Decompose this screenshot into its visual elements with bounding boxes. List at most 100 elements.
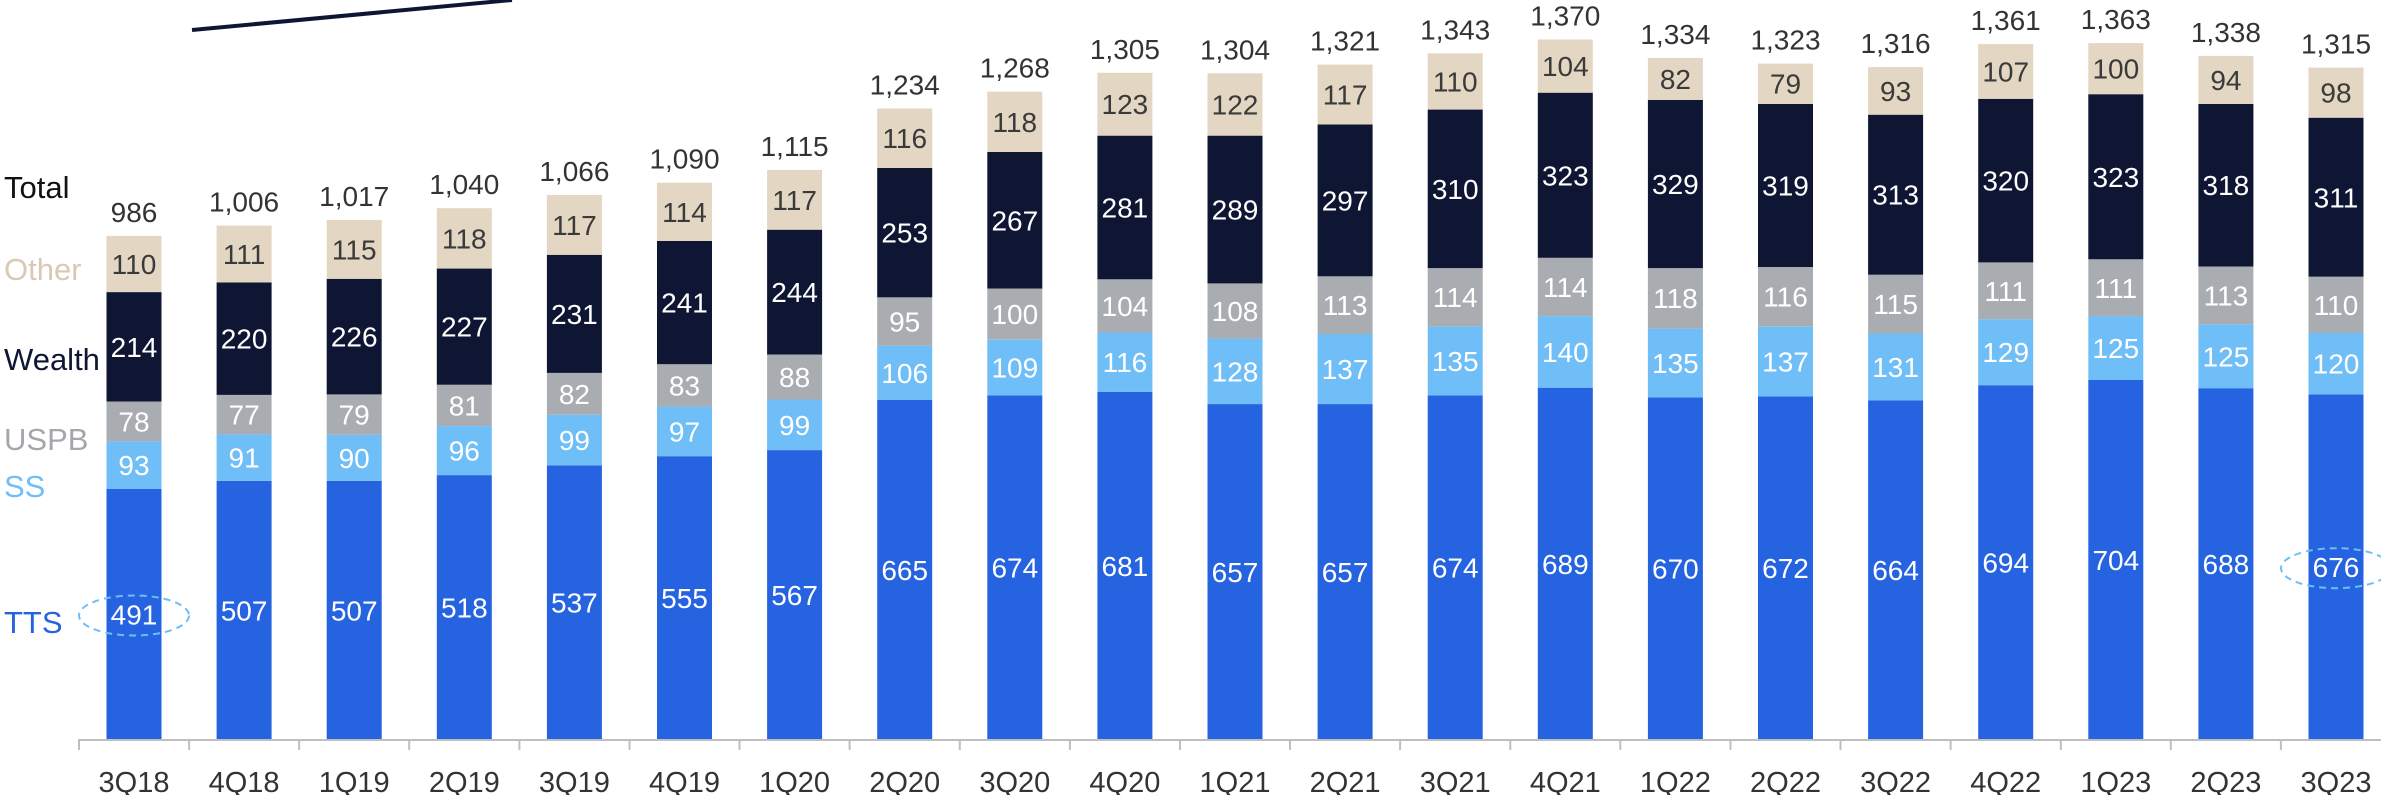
legend-tts-label: TTS [4,605,63,641]
x-tick-label-1q22: 1Q22 [1640,767,1711,795]
x-tick-label-1q21: 1Q21 [1200,767,1271,795]
data-label-tts-4q19: 555 [661,583,708,614]
data-label-uspb-2q19: 81 [449,390,480,421]
x-tick-label-2q22: 2Q22 [1750,767,1821,795]
data-label-other-3q19: 117 [552,210,597,241]
data-label-wealth-1q23: 323 [2092,162,2139,193]
data-label-ss-4q22: 129 [1982,337,2029,368]
total-label-3q21: 1,343 [1420,14,1490,45]
data-label-other-3q22: 93 [1880,76,1911,107]
data-label-tts-3q20: 674 [991,553,1038,584]
total-label-2q20: 1,234 [870,70,940,101]
data-label-ss-3q19: 99 [559,425,590,456]
total-label-1q21: 1,304 [1200,34,1270,65]
data-label-tts-2q20: 665 [881,555,928,586]
bars-layer: 491 93 78 214 110 986 507 91 77 220 111 1,006 507 90 7… [79,1,2381,741]
data-label-wealth-4q18: 220 [221,324,268,355]
data-label-ss-2q19: 96 [449,436,480,467]
data-label-other-2q23: 94 [2210,65,2241,96]
data-label-other-3q21: 110 [1433,66,1478,97]
data-label-wealth-3q22: 313 [1872,180,1919,211]
data-label-wealth-1q20: 244 [771,277,818,308]
total-label-4q21: 1,370 [1530,1,1600,32]
x-tick-label-3q22: 3Q22 [1860,767,1931,795]
data-label-tts-4q18: 507 [221,595,268,626]
data-label-wealth-3q21: 310 [1432,174,1479,205]
total-label-4q19: 1,090 [649,144,719,175]
x-tick-label-3q23: 3Q23 [2301,767,2372,795]
data-label-tts-4q22: 694 [1982,548,2029,579]
data-label-uspb-1q20: 88 [779,362,810,393]
data-label-uspb-4q20: 104 [1102,291,1149,322]
data-label-tts-3q22: 664 [1872,555,1919,586]
data-label-uspb-1q23: 111 [2095,273,2138,304]
data-label-other-1q21: 122 [1212,90,1259,121]
data-label-uspb-4q19: 83 [669,370,700,401]
total-label-1q23: 1,363 [2081,4,2151,35]
total-label-4q20: 1,305 [1090,34,1160,65]
x-tick-label-2q23: 2Q23 [2190,767,2261,795]
data-label-ss-3q22: 131 [1872,352,1919,383]
legend-other-label: Other [4,252,82,288]
data-label-other-4q20: 123 [1102,89,1149,120]
x-tick-label-4q19: 4Q19 [649,767,720,795]
total-label-1q22: 1,334 [1640,19,1710,50]
data-label-ss-2q20: 106 [881,358,928,389]
data-label-other-3q20: 118 [992,107,1037,138]
data-label-other-3q23: 98 [2320,78,2351,109]
data-label-tts-2q19: 518 [441,593,488,624]
data-label-wealth-2q22: 319 [1762,171,1809,202]
data-label-other-4q21: 104 [1542,51,1589,82]
x-tick-label-3q18: 3Q18 [99,767,170,795]
total-label-4q22: 1,361 [1971,5,2041,36]
data-label-other-4q22: 107 [1982,57,2029,88]
data-label-uspb-3q19: 82 [559,379,590,410]
total-label-4q18: 1,006 [209,187,279,218]
data-label-tts-3q18: 491 [111,600,158,631]
x-tick-label-3q20: 3Q20 [979,767,1050,795]
data-label-uspb-3q23: 110 [2314,290,2359,321]
data-label-uspb-2q21: 113 [1323,290,1368,321]
data-label-other-2q21: 117 [1323,80,1368,111]
data-label-wealth-1q19: 226 [331,322,378,353]
data-label-uspb-1q19: 79 [339,400,370,431]
data-label-ss-3q20: 109 [991,353,1038,384]
data-label-other-2q19: 118 [442,223,487,254]
data-label-tts-1q22: 670 [1652,554,1699,585]
data-label-tts-1q21: 657 [1212,557,1259,588]
decorative-header-line [192,0,512,30]
data-label-wealth-4q21: 323 [1542,160,1589,191]
legend-ss-label: SS [4,469,45,505]
data-label-uspb-2q22: 116 [1763,282,1808,313]
data-label-tts-2q21: 657 [1322,557,1369,588]
data-label-ss-4q18: 91 [229,443,260,474]
data-label-tts-1q19: 507 [331,595,378,626]
total-label-3q19: 1,066 [539,156,609,187]
data-label-uspb-2q20: 95 [889,307,920,338]
data-label-ss-1q22: 135 [1652,348,1699,379]
x-tick-label-4q20: 4Q20 [1089,767,1160,795]
x-tick-label-3q21: 3Q21 [1420,767,1491,795]
total-label-2q21: 1,321 [1310,26,1380,57]
data-label-other-1q19: 115 [332,234,377,265]
data-label-wealth-3q23: 311 [2314,182,2359,213]
data-label-uspb-4q18: 77 [229,400,260,431]
x-tick-label-2q20: 2Q20 [869,767,940,795]
data-label-ss-4q20: 116 [1103,347,1148,378]
data-label-other-2q22: 79 [1770,69,1801,100]
data-label-tts-4q21: 689 [1542,549,1589,580]
data-label-ss-3q23: 120 [2313,349,2360,380]
data-label-uspb-3q21: 114 [1433,282,1478,313]
data-label-ss-4q19: 97 [669,416,700,447]
data-label-uspb-1q21: 108 [1212,296,1259,327]
data-label-uspb-4q22: 111 [1984,276,2027,307]
total-label-3q20: 1,268 [980,53,1050,84]
data-label-wealth-3q18: 214 [111,332,158,363]
x-tick-label-1q19: 1Q19 [319,767,390,795]
total-label-1q19: 1,017 [319,181,389,212]
x-tick-label-4q18: 4Q18 [209,767,280,795]
data-label-ss-3q18: 93 [118,450,149,481]
data-label-other-3q18: 110 [112,249,157,280]
data-label-other-2q20: 116 [882,123,927,154]
data-label-wealth-2q19: 227 [441,312,488,343]
